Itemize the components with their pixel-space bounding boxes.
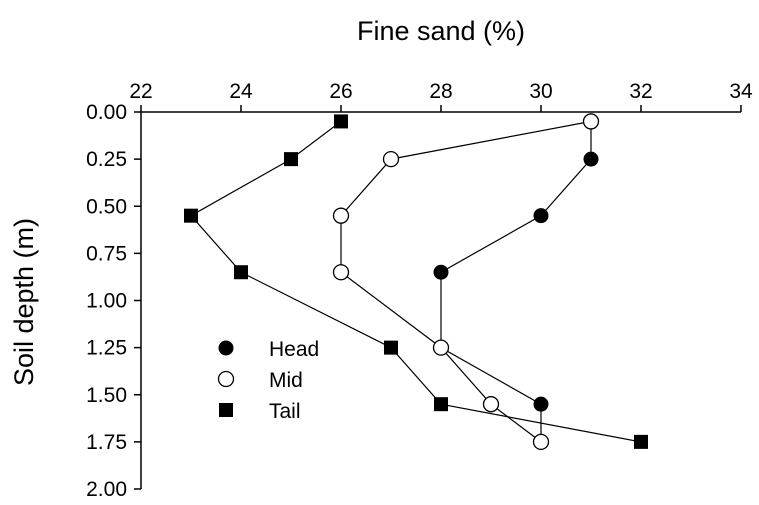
data-point-mid [332, 207, 350, 224]
legend-marker-head [218, 340, 234, 356]
x-tick-label: 30 [529, 80, 552, 103]
axes: 22 24 26 28 30 32 34 0.00 0.25 0.50 0.75 1.00 1.25 1.… [86, 80, 753, 501]
data-point-tail [434, 397, 448, 412]
x-tick-label: 24 [229, 80, 253, 103]
y-tick-label: 1.00 [86, 290, 127, 313]
data-point-head [433, 264, 449, 280]
data-point-mid [532, 433, 550, 451]
y-tick-label: 0.75 [86, 242, 127, 265]
data-point-mid [382, 150, 400, 168]
series-layer [184, 113, 648, 451]
y-tick-label: 0.25 [86, 148, 127, 171]
x-tick-label: 26 [329, 80, 352, 103]
legend-marker-mid [217, 370, 235, 388]
data-point-mid [582, 113, 600, 130]
y-axis-title: Soil depth (m) [9, 218, 39, 386]
series-mid-line [340, 120, 592, 443]
y-tick-label: 1.50 [86, 384, 127, 407]
data-point-tail [334, 114, 348, 129]
y-tick-label: 1.75 [86, 431, 127, 454]
data-point-tail [234, 265, 248, 280]
y-tick-label: 2.00 [86, 478, 127, 501]
series-mid [332, 113, 600, 451]
data-point-tail [184, 208, 198, 223]
data-point-head [533, 208, 549, 224]
x-axis-title: Fine sand (%) [357, 16, 525, 46]
x-tick-label: 34 [729, 80, 753, 103]
series-tail [184, 114, 648, 449]
x-tick-label: 28 [429, 80, 452, 103]
series-head-line [440, 121, 592, 442]
legend-label-mid: Mid [269, 369, 303, 392]
x-tick-label: 32 [629, 80, 652, 103]
data-point-mid [432, 339, 450, 356]
legend-label-head: Head [269, 338, 319, 361]
y-tick-label: 0.00 [86, 101, 127, 124]
legend-label-tail: Tail [269, 400, 301, 423]
legend: Head Mid Tail [217, 338, 319, 423]
data-point-tail [284, 152, 298, 167]
y-tick-label: 0.50 [86, 195, 127, 218]
data-point-mid [332, 264, 350, 281]
data-point-tail [634, 434, 648, 449]
series-head [433, 113, 599, 450]
data-point-mid [482, 396, 500, 413]
legend-marker-tail [219, 403, 233, 417]
x-tick-label: 22 [129, 80, 152, 103]
y-tick-label: 1.25 [86, 337, 127, 360]
series-tail-line [190, 120, 642, 443]
data-point-tail [384, 340, 398, 355]
data-point-head [533, 396, 549, 412]
data-point-head [583, 151, 599, 167]
